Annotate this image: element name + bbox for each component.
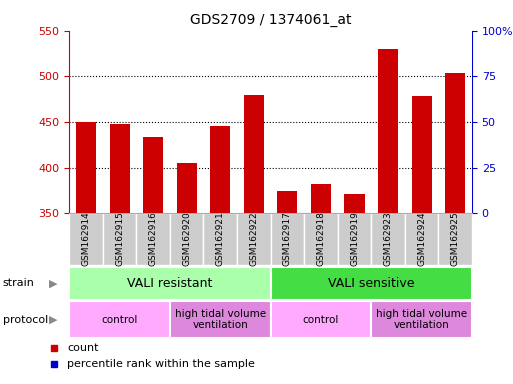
- Bar: [110, 124, 130, 213]
- Text: count: count: [67, 343, 98, 353]
- Bar: [411, 96, 432, 213]
- Bar: [311, 184, 331, 213]
- Text: GSM162916: GSM162916: [149, 212, 157, 266]
- Text: GSM162918: GSM162918: [317, 212, 325, 266]
- Bar: [439, 213, 472, 265]
- Bar: [371, 301, 472, 338]
- Bar: [405, 213, 439, 265]
- Bar: [69, 213, 103, 265]
- Title: GDS2709 / 1374061_at: GDS2709 / 1374061_at: [190, 13, 351, 27]
- Text: percentile rank within the sample: percentile rank within the sample: [67, 359, 255, 369]
- Bar: [170, 213, 204, 265]
- Text: GSM162924: GSM162924: [417, 212, 426, 266]
- Text: ▶: ▶: [49, 315, 57, 325]
- Bar: [271, 213, 304, 265]
- Text: control: control: [303, 314, 339, 325]
- Bar: [445, 73, 465, 213]
- Text: GSM162922: GSM162922: [249, 212, 259, 266]
- Text: GSM162917: GSM162917: [283, 212, 292, 266]
- Text: ▶: ▶: [49, 278, 57, 288]
- Text: GSM162925: GSM162925: [451, 212, 460, 266]
- Bar: [371, 213, 405, 265]
- Text: GSM162914: GSM162914: [82, 212, 90, 266]
- Text: GSM162919: GSM162919: [350, 212, 359, 266]
- Text: strain: strain: [3, 278, 34, 288]
- Bar: [103, 213, 136, 265]
- Bar: [136, 213, 170, 265]
- Text: GSM162923: GSM162923: [384, 212, 392, 266]
- Text: high tidal volume
ventilation: high tidal volume ventilation: [175, 309, 266, 331]
- Text: GSM162915: GSM162915: [115, 212, 124, 266]
- Bar: [338, 213, 371, 265]
- Text: GSM162921: GSM162921: [216, 212, 225, 266]
- Bar: [176, 163, 197, 213]
- Bar: [271, 301, 371, 338]
- Bar: [210, 126, 230, 213]
- Bar: [378, 49, 398, 213]
- Text: GSM162920: GSM162920: [182, 212, 191, 266]
- Bar: [170, 301, 271, 338]
- Bar: [278, 191, 298, 213]
- Bar: [69, 301, 170, 338]
- Text: protocol: protocol: [3, 315, 48, 325]
- Bar: [69, 267, 271, 300]
- Bar: [271, 267, 472, 300]
- Text: VALI resistant: VALI resistant: [127, 277, 212, 290]
- Bar: [304, 213, 338, 265]
- Bar: [244, 94, 264, 213]
- Bar: [204, 213, 237, 265]
- Text: high tidal volume
ventilation: high tidal volume ventilation: [376, 309, 467, 331]
- Bar: [76, 122, 96, 213]
- Bar: [344, 194, 365, 213]
- Bar: [237, 213, 271, 265]
- Text: control: control: [102, 314, 138, 325]
- Bar: [143, 137, 163, 213]
- Text: VALI sensitive: VALI sensitive: [328, 277, 415, 290]
